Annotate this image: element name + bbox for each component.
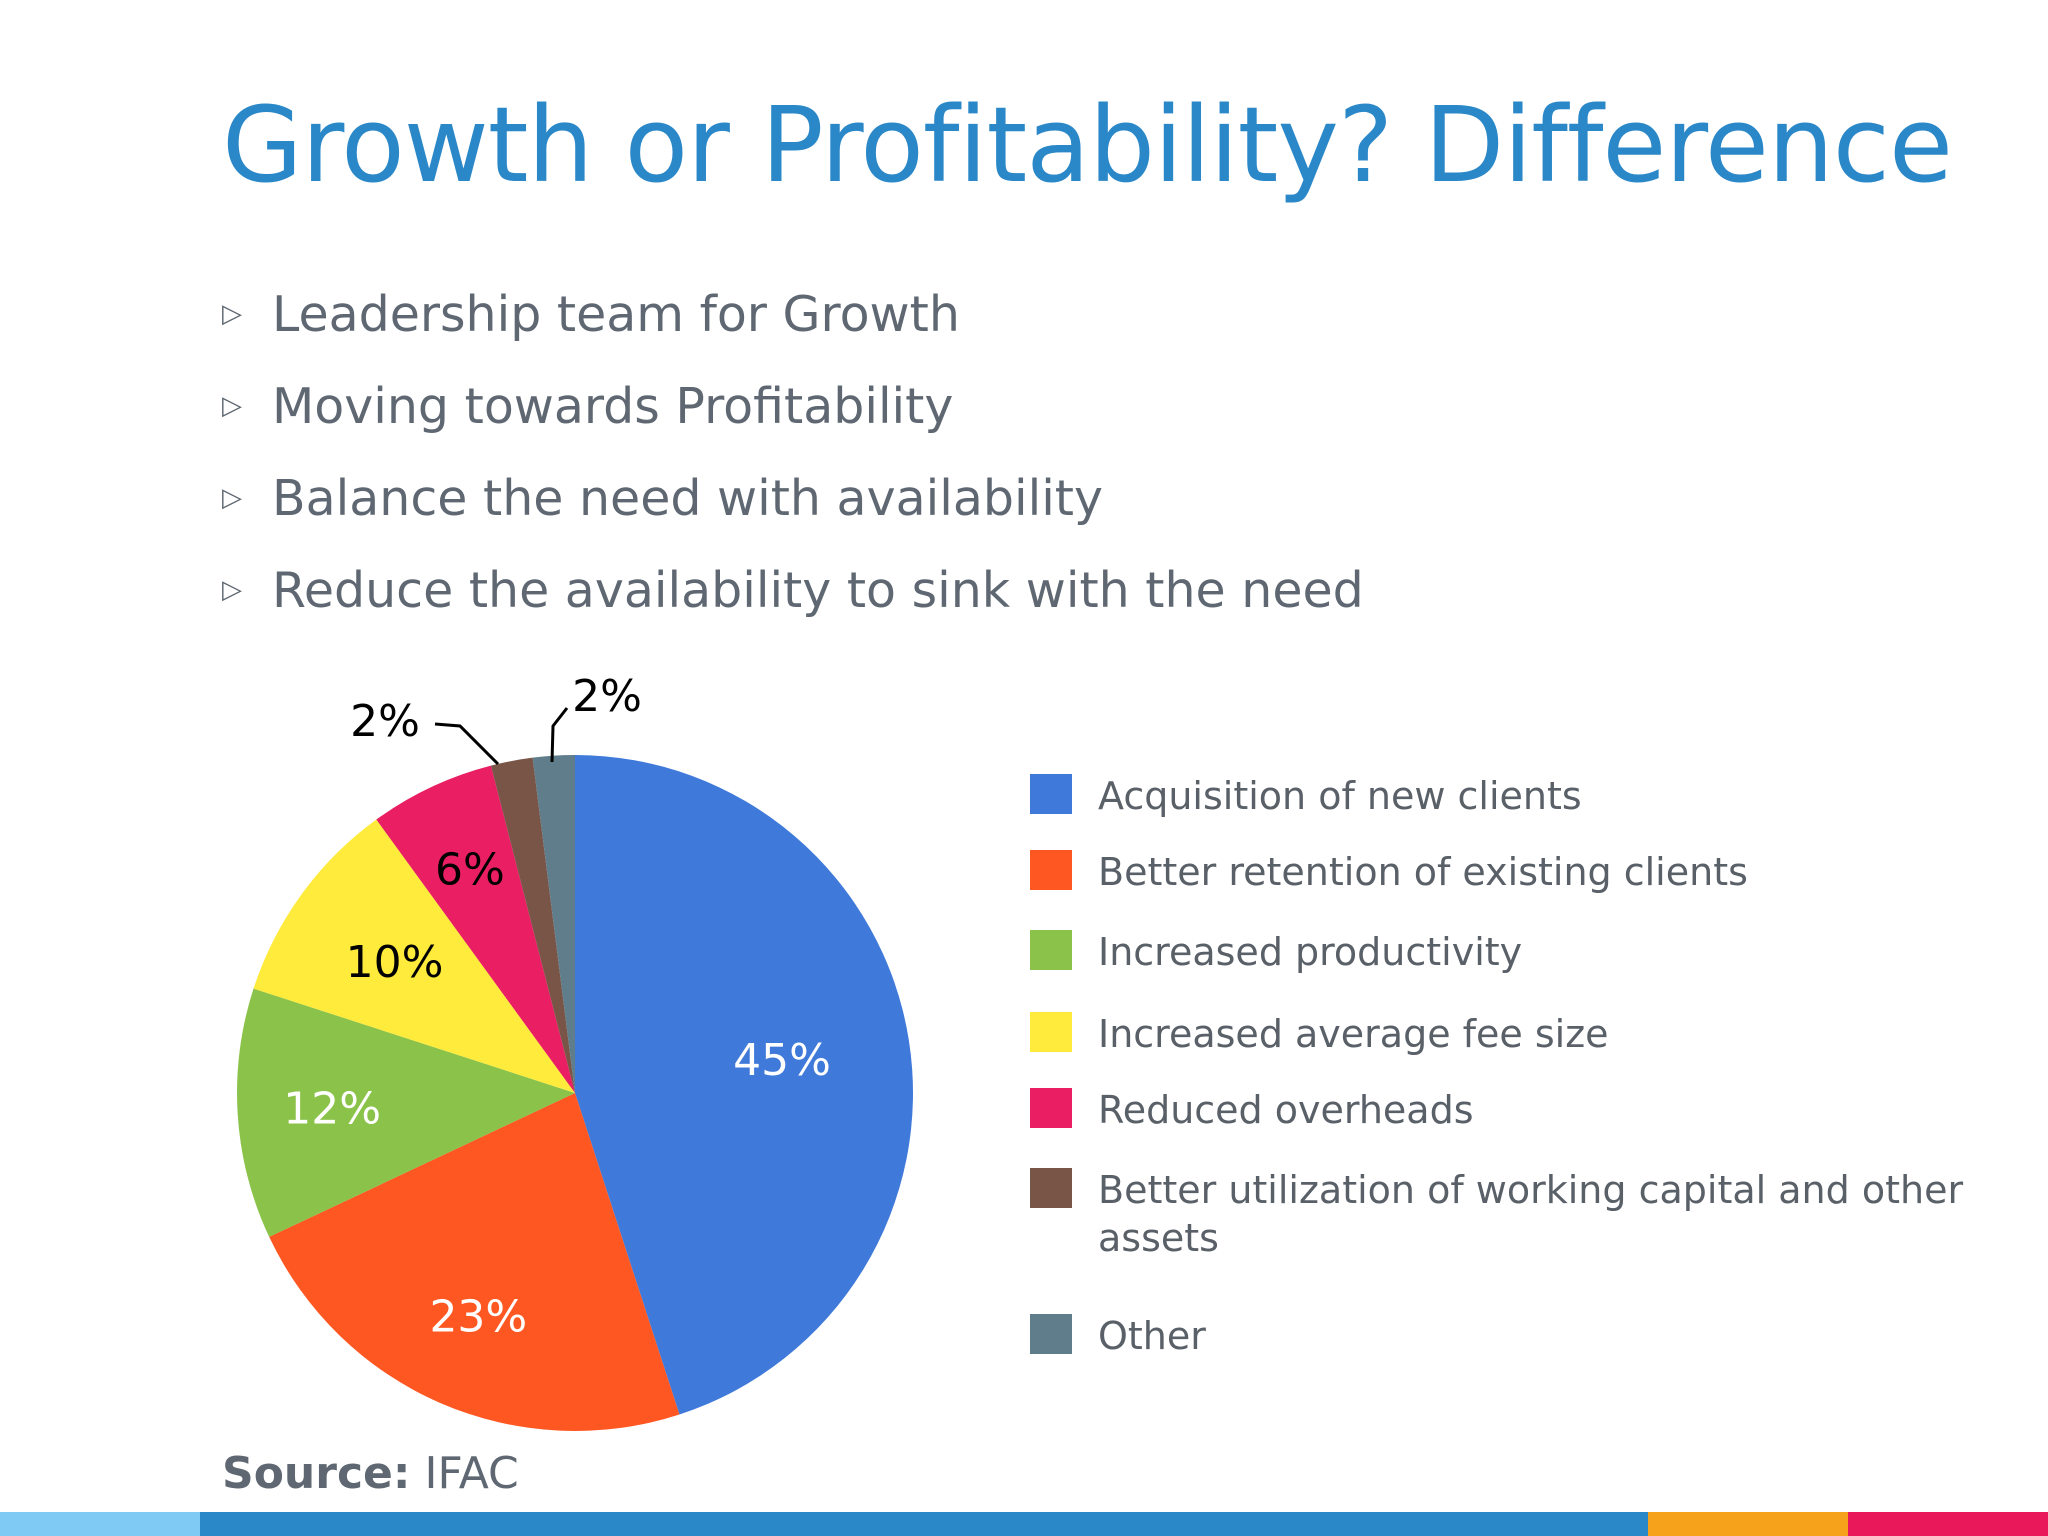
bullet-triangle-icon: ▷ xyxy=(222,391,242,421)
bullet-triangle-icon: ▷ xyxy=(222,483,242,513)
data-label-increased-average-fee-size: 10% xyxy=(346,937,444,988)
legend-swatch xyxy=(1030,1088,1072,1128)
bottom-bar-segment xyxy=(0,1512,200,1536)
legend-label: Better retention of existing clients xyxy=(1098,850,1748,894)
bullet-list: ▷ Leadership team for Growth ▷ Moving to… xyxy=(222,268,1364,636)
pie-slice-reduced-overheads xyxy=(376,765,575,1093)
legend-label: Increased average fee size xyxy=(1098,1012,1609,1056)
legend-label: Acquisition of new clients xyxy=(1098,774,1582,818)
leader-line-other xyxy=(550,707,569,763)
bullet-text: Leadership team for Growth xyxy=(272,285,960,343)
pie-slice-increased-productivity xyxy=(236,988,575,1237)
bullet-text: Reduce the availability to sink with the… xyxy=(272,561,1364,619)
pie-slice-acquisition-of-new-clients xyxy=(575,755,913,1415)
pie-chart: 45% 23% 12% 10% 6% 2% 2% xyxy=(236,671,913,1431)
legend-label: Reduced overheads xyxy=(1098,1088,1474,1132)
bullet-item: ▷ Balance the need with availability xyxy=(222,452,1364,544)
legend-label: Better utilization of working capital an… xyxy=(1098,1168,1964,1260)
legend-swatch xyxy=(1030,930,1072,970)
data-label-better-utilization-of-working-capital-and-other-assets: 2% xyxy=(350,696,420,747)
data-label-acquisition-of-new-clients: 45% xyxy=(733,1035,831,1086)
legend-item-acquisition-of-new-clients: Acquisition of new clients xyxy=(1030,772,1970,820)
source-note: Source: IFAC xyxy=(222,1448,519,1499)
legend-label: Increased productivity xyxy=(1098,930,1523,974)
legend-swatch xyxy=(1030,1314,1072,1354)
bullet-item: ▷ Leadership team for Growth xyxy=(222,268,1364,360)
bottom-color-bar xyxy=(0,1512,2048,1536)
bottom-bar-segment xyxy=(1648,1512,1848,1536)
legend-swatch xyxy=(1030,1168,1072,1208)
legend-item-better-utilization-of-working-capital-and-other-assets: Better utilization of working capital an… xyxy=(1030,1166,1970,1262)
bullet-text: Moving towards Profitability xyxy=(272,377,954,435)
data-label-better-retention-of-existing-clients: 23% xyxy=(429,1291,527,1342)
legend-swatch xyxy=(1030,850,1072,890)
pie-slice-better-utilization-of-working-capital-and-other-assets xyxy=(490,757,575,1093)
bullet-text: Balance the need with availability xyxy=(272,469,1104,527)
legend-item-increased-productivity: Increased productivity xyxy=(1030,928,1970,976)
legend-swatch xyxy=(1030,774,1072,814)
legend-swatch xyxy=(1030,1012,1072,1052)
legend-item-better-retention-of-existing-clients: Better retention of existing clients xyxy=(1030,848,1970,896)
bullet-triangle-icon: ▷ xyxy=(222,299,242,329)
pie-slice-better-retention-of-existing-clients xyxy=(269,1093,680,1431)
bottom-bar-segment xyxy=(200,1512,1648,1536)
bullet-item: ▷ Reduce the availability to sink with t… xyxy=(222,544,1364,636)
data-label-reduced-overheads: 6% xyxy=(435,845,505,896)
pie-slice-increased-average-fee-size xyxy=(253,819,575,1093)
data-label-other: 2% xyxy=(572,671,642,722)
legend-label: Other xyxy=(1098,1314,1206,1358)
bullet-item: ▷ Moving towards Profitability xyxy=(222,360,1364,452)
legend-item-increased-average-fee-size: Increased average fee size xyxy=(1030,1010,1970,1058)
legend-item-other: Other xyxy=(1030,1312,1970,1360)
source-label: Source: xyxy=(222,1448,411,1499)
bullet-triangle-icon: ▷ xyxy=(222,575,242,605)
bottom-bar-segment xyxy=(1848,1512,2048,1536)
legend-item-reduced-overheads: Reduced overheads xyxy=(1030,1086,1970,1134)
data-label-increased-productivity: 12% xyxy=(283,1083,381,1134)
slide-title: Growth or Profitability? Difference xyxy=(222,84,1953,206)
pie-slice-other xyxy=(532,755,575,1093)
leader-line-better-utilization-of-working-capital-and-other-assets xyxy=(434,722,500,766)
source-value: IFAC xyxy=(424,1448,519,1499)
